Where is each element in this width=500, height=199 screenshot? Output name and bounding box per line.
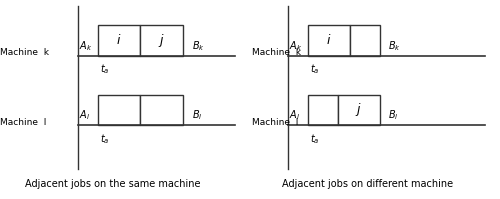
Bar [98, 95, 140, 125]
Text: $A_l$: $A_l$ [289, 109, 300, 122]
Text: $t_a$: $t_a$ [310, 63, 320, 76]
Text: Adjacent jobs on different machine: Adjacent jobs on different machine [282, 179, 453, 189]
Text: $B_k$: $B_k$ [192, 39, 205, 53]
Text: Machine  k: Machine k [252, 48, 302, 57]
Text: $B_l$: $B_l$ [388, 109, 398, 122]
Text: $A_k$: $A_k$ [289, 39, 302, 53]
Text: $t_a$: $t_a$ [310, 132, 320, 146]
Text: $B_k$: $B_k$ [388, 39, 400, 53]
Text: Machine  k: Machine k [0, 48, 49, 57]
Bar [308, 95, 338, 125]
Bar [140, 95, 182, 125]
Bar [140, 25, 182, 56]
Text: $A_k$: $A_k$ [79, 39, 92, 53]
Text: $t_a$: $t_a$ [100, 63, 110, 76]
Bar [308, 25, 350, 56]
Bar [338, 95, 380, 125]
Bar [350, 25, 380, 56]
Text: $i$: $i$ [326, 33, 332, 47]
Text: Machine  l: Machine l [0, 118, 46, 127]
Text: $j$: $j$ [158, 32, 164, 49]
Text: Machine  l: Machine l [252, 118, 299, 127]
Text: $j$: $j$ [356, 101, 362, 118]
Text: $A_l$: $A_l$ [79, 109, 90, 122]
Bar [98, 25, 140, 56]
Text: $i$: $i$ [116, 33, 121, 47]
Text: $t_a$: $t_a$ [100, 132, 110, 146]
Text: Adjacent jobs on the same machine: Adjacent jobs on the same machine [25, 179, 200, 189]
Text: $B_l$: $B_l$ [192, 109, 203, 122]
